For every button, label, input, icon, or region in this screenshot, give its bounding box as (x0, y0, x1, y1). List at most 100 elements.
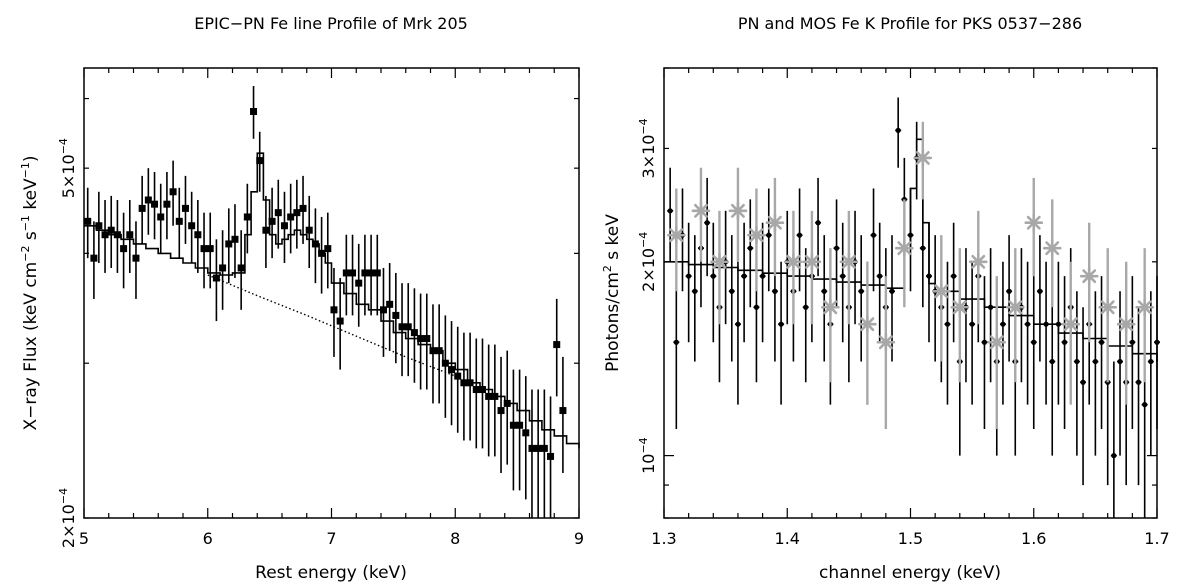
data-point (410, 288, 418, 383)
data-point-mos (691, 167, 711, 262)
data-point (206, 212, 214, 289)
data-point (503, 350, 511, 465)
plot-frame (83, 67, 580, 519)
data-point (1098, 276, 1105, 429)
data-point (1135, 307, 1142, 486)
x-axis-ticks (83, 68, 580, 518)
x-tick-label: 7 (326, 529, 336, 548)
data-point (194, 200, 202, 273)
x-tick-labels: 1.3 1.4 1.5 1.6 1.7 (651, 529, 1169, 548)
data-point (870, 188, 877, 292)
data-point (84, 187, 92, 259)
data-point (237, 230, 245, 310)
data-point (386, 263, 394, 351)
data-point (667, 167, 674, 262)
data-point (448, 321, 456, 426)
data-point (528, 389, 536, 518)
data-point (497, 356, 505, 474)
y-tick-labels: 2×10−4 5×10−4 (57, 138, 78, 548)
data-point (1129, 276, 1136, 429)
data-point (95, 191, 103, 264)
y-axis-label: Photons/cm2 s keV (601, 214, 623, 372)
data-point (1117, 291, 1124, 456)
data-point (691, 235, 698, 362)
x-tick-label: 1.3 (651, 529, 676, 548)
data-point (1006, 235, 1013, 362)
data-point (1073, 291, 1080, 456)
continuum-line (207, 274, 456, 377)
data-point (553, 298, 561, 397)
data-point (759, 222, 766, 343)
data-point (361, 234, 369, 316)
data-point (200, 212, 208, 289)
data-point (944, 261, 951, 405)
data-point (1110, 361, 1117, 518)
y-axis-label: X−ray Flux (keV cm−2 s−1 keV−1) (19, 155, 41, 430)
data-point-mos (968, 210, 988, 325)
y-tick-labels: 10−4 2×10−4 3×10−4 (637, 118, 658, 474)
data-point (441, 315, 449, 418)
data-point (132, 221, 140, 299)
data-point (969, 261, 976, 405)
data-point (1147, 291, 1154, 456)
data-point (559, 356, 567, 474)
data-point (336, 278, 344, 370)
data-point (355, 243, 363, 327)
data-point (1092, 291, 1099, 456)
data-point (925, 222, 932, 343)
data-point (163, 172, 171, 240)
data-point-mos (839, 210, 859, 325)
data-point (540, 389, 548, 518)
data-point (188, 191, 196, 264)
data-point (398, 283, 406, 377)
data-point (324, 212, 332, 289)
x-tick-labels: 5 6 7 8 9 (79, 529, 584, 548)
data-point (889, 235, 896, 362)
data-point (1061, 276, 1068, 429)
data-point (435, 304, 443, 404)
data-point (101, 200, 109, 273)
x-tick-label: 8 (450, 529, 460, 548)
data-point-mos (895, 199, 914, 308)
data-point-mos (728, 167, 748, 262)
data-point (1043, 261, 1050, 405)
data-point (919, 199, 926, 308)
data-point-mos (913, 121, 933, 200)
x-tick-label: 1.4 (775, 529, 800, 548)
data-point (250, 86, 258, 139)
data-point (231, 204, 239, 279)
data-point (256, 131, 264, 192)
data-point (932, 235, 939, 362)
data-point (268, 187, 276, 259)
data-point (429, 304, 437, 404)
data-point (417, 293, 425, 390)
data-point (144, 168, 152, 235)
data-point (685, 222, 692, 343)
data-point (138, 175, 146, 244)
y-axis-ticks (84, 97, 579, 519)
data-points (84, 86, 567, 518)
data-point (120, 212, 128, 289)
data-point (962, 248, 969, 383)
data-point (280, 191, 288, 264)
data-point (516, 369, 524, 491)
data-point-mos (747, 188, 766, 292)
data-point-mos (821, 248, 840, 383)
data-point-mos (667, 188, 686, 292)
data-point (876, 222, 883, 343)
data-point (704, 177, 711, 277)
data-point (212, 239, 220, 322)
data-point-mos (1005, 248, 1025, 383)
data-point (839, 222, 846, 343)
data-point (299, 175, 307, 244)
data-point-mos (784, 210, 803, 325)
data-point-mos (765, 177, 785, 277)
data-point (815, 177, 822, 277)
y-tick-label: 10−4 (637, 437, 658, 474)
x-tick-label: 1.5 (898, 529, 923, 548)
data-point (907, 188, 914, 292)
data-point (113, 200, 121, 273)
data-point (802, 248, 809, 383)
data-point (107, 195, 115, 268)
